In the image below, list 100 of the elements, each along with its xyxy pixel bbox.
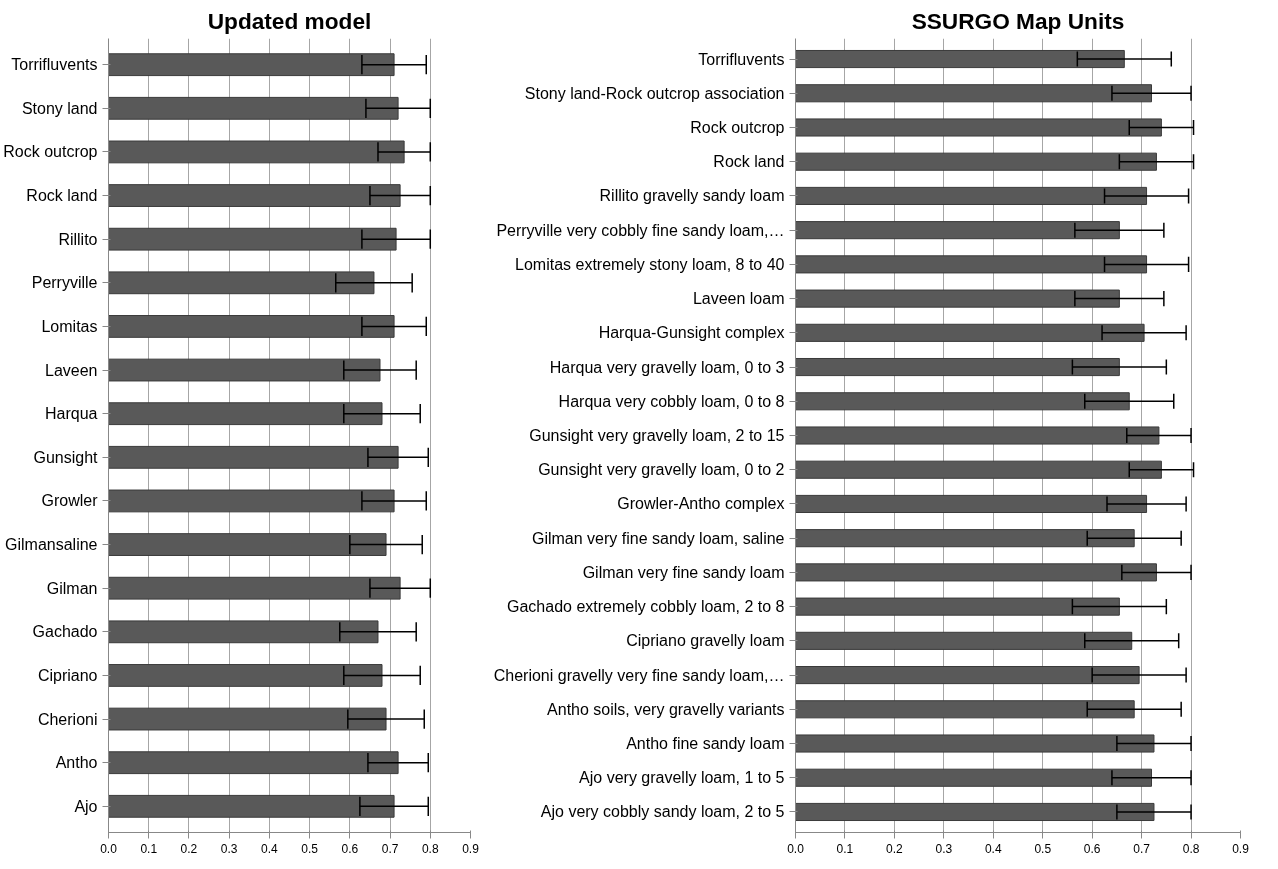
bar bbox=[108, 53, 395, 77]
bar bbox=[795, 802, 1155, 822]
y-tick-label: Harqua bbox=[45, 405, 98, 423]
bar bbox=[108, 402, 383, 426]
bar bbox=[795, 118, 1162, 137]
bar bbox=[108, 489, 395, 513]
x-tick-label: 0.8 bbox=[1182, 841, 1200, 856]
bar bbox=[795, 597, 1120, 616]
chart-title: SSURGO Map Units bbox=[911, 7, 1125, 34]
bar bbox=[795, 460, 1162, 479]
bar bbox=[795, 289, 1120, 308]
y-tick-label: Antho soils, very gravelly variants bbox=[547, 700, 785, 718]
y-tick-label: Gilman very fine sandy loam bbox=[582, 563, 785, 581]
bar bbox=[108, 794, 395, 818]
bar bbox=[795, 631, 1133, 650]
bar bbox=[795, 426, 1160, 445]
bar bbox=[108, 358, 381, 382]
y-tick-label: Stony land-Rock outcrop association bbox=[524, 84, 785, 102]
bar bbox=[795, 529, 1135, 548]
y-tick-label: Torrifluvents bbox=[11, 56, 98, 74]
bar bbox=[795, 392, 1130, 411]
y-tick-label: Gachado extremely cobbly loam, 2 to 8 bbox=[507, 598, 785, 616]
y-tick-label: Gilmansaline bbox=[5, 536, 98, 554]
x-tick-label: 0.1 bbox=[140, 841, 158, 856]
bar bbox=[108, 227, 397, 251]
x-tick-label: 0.6 bbox=[1083, 841, 1101, 856]
bar bbox=[108, 445, 399, 469]
bar bbox=[795, 734, 1155, 753]
y-tick-label: Cherioni bbox=[37, 710, 98, 728]
x-tick-label: 0.1 bbox=[836, 841, 854, 856]
x-tick-label: 0.0 bbox=[787, 841, 805, 856]
y-tick-label: Laveen loam bbox=[692, 290, 785, 308]
x-tick-label: 0.0 bbox=[100, 841, 118, 856]
y-tick-label: Rock land bbox=[26, 187, 98, 205]
y-tick-label: Lomitas extremely stony loam, 8 to 40 bbox=[515, 255, 785, 273]
x-tick-label: 0.4 bbox=[261, 841, 279, 856]
bar bbox=[795, 494, 1148, 513]
bar bbox=[108, 315, 395, 338]
y-tick-label: Rillito bbox=[58, 230, 98, 248]
x-tick-label: 0.9 bbox=[462, 841, 480, 856]
x-tick-label: 0.5 bbox=[1034, 841, 1052, 856]
y-tick-label: Stony land bbox=[21, 99, 98, 117]
bar bbox=[108, 184, 401, 207]
bar bbox=[108, 533, 387, 556]
y-tick-label: Antho bbox=[55, 754, 98, 772]
y-tick-label: Cipriano bbox=[37, 666, 98, 684]
x-tick-label: 0.7 bbox=[381, 841, 399, 856]
y-tick-label: Harqua very gravelly loam, 0 to 3 bbox=[549, 358, 785, 376]
y-tick-label: Gunsight very gravelly loam, 0 to 2 bbox=[538, 461, 785, 479]
bar bbox=[108, 96, 399, 120]
x-tick-label: 0.2 bbox=[886, 841, 904, 856]
x-tick-label: 0.5 bbox=[301, 841, 319, 856]
y-tick-label: Ajo very cobbly sandy loam, 2 to 5 bbox=[540, 803, 785, 821]
bar bbox=[795, 563, 1157, 582]
bar bbox=[795, 768, 1152, 787]
chart-title: Updated model bbox=[207, 7, 372, 34]
bar bbox=[108, 664, 383, 687]
bar bbox=[108, 751, 399, 775]
y-tick-label: Torrifluvents bbox=[698, 50, 785, 68]
y-tick-label: Growler bbox=[41, 492, 99, 510]
x-tick-label: 0.3 bbox=[935, 841, 953, 856]
x-tick-label: 0.6 bbox=[341, 841, 359, 856]
y-tick-label: Ajo very gravelly loam, 1 to 5 bbox=[579, 769, 785, 787]
bar bbox=[795, 666, 1140, 685]
y-tick-label: Gilman very fine sandy loam, saline bbox=[531, 529, 785, 547]
bar bbox=[795, 152, 1157, 171]
y-tick-label: Cipriano gravelly loam bbox=[626, 632, 785, 650]
bar bbox=[795, 49, 1125, 69]
y-tick-label: Lomitas bbox=[41, 317, 98, 335]
y-tick-label: Perryville bbox=[31, 274, 98, 292]
bar bbox=[108, 576, 401, 600]
y-tick-label: Rock land bbox=[713, 153, 785, 171]
bar bbox=[795, 221, 1120, 240]
bar bbox=[795, 700, 1135, 719]
y-tick-label: Gachado bbox=[32, 623, 98, 641]
y-tick-label: Gilman bbox=[46, 579, 98, 597]
y-tick-label: Gunsight bbox=[33, 448, 99, 466]
x-tick-label: 0.7 bbox=[1133, 841, 1151, 856]
y-tick-label: Rillito gravelly sandy loam bbox=[599, 187, 785, 205]
y-tick-label: Harqua very cobbly loam, 0 to 8 bbox=[558, 392, 785, 410]
y-tick-label: Growler-Antho complex bbox=[617, 495, 785, 513]
y-tick-label: Cherioni gravelly very fine sandy loam,… bbox=[493, 666, 785, 684]
bar bbox=[795, 186, 1148, 205]
y-tick-label: Perryville very cobbly fine sandy loam,… bbox=[496, 221, 785, 239]
bar bbox=[108, 707, 387, 731]
bar bbox=[795, 255, 1148, 274]
y-tick-label: Rock outcrop bbox=[690, 118, 785, 136]
x-tick-label: 0.3 bbox=[220, 841, 238, 856]
bar bbox=[795, 323, 1145, 342]
x-tick-label: 0.8 bbox=[421, 841, 439, 856]
y-tick-label: Laveen bbox=[45, 361, 98, 379]
x-tick-label: 0.4 bbox=[984, 841, 1002, 856]
y-tick-label: Ajo bbox=[74, 797, 98, 815]
bar bbox=[108, 620, 379, 644]
bar bbox=[108, 271, 375, 295]
bar bbox=[108, 140, 405, 164]
bar bbox=[795, 84, 1152, 103]
y-tick-label: Rock outcrop bbox=[3, 143, 98, 161]
y-tick-label: Gunsight very gravelly loam, 2 to 15 bbox=[529, 427, 785, 444]
y-tick-label: Antho fine sandy loam bbox=[626, 735, 785, 753]
